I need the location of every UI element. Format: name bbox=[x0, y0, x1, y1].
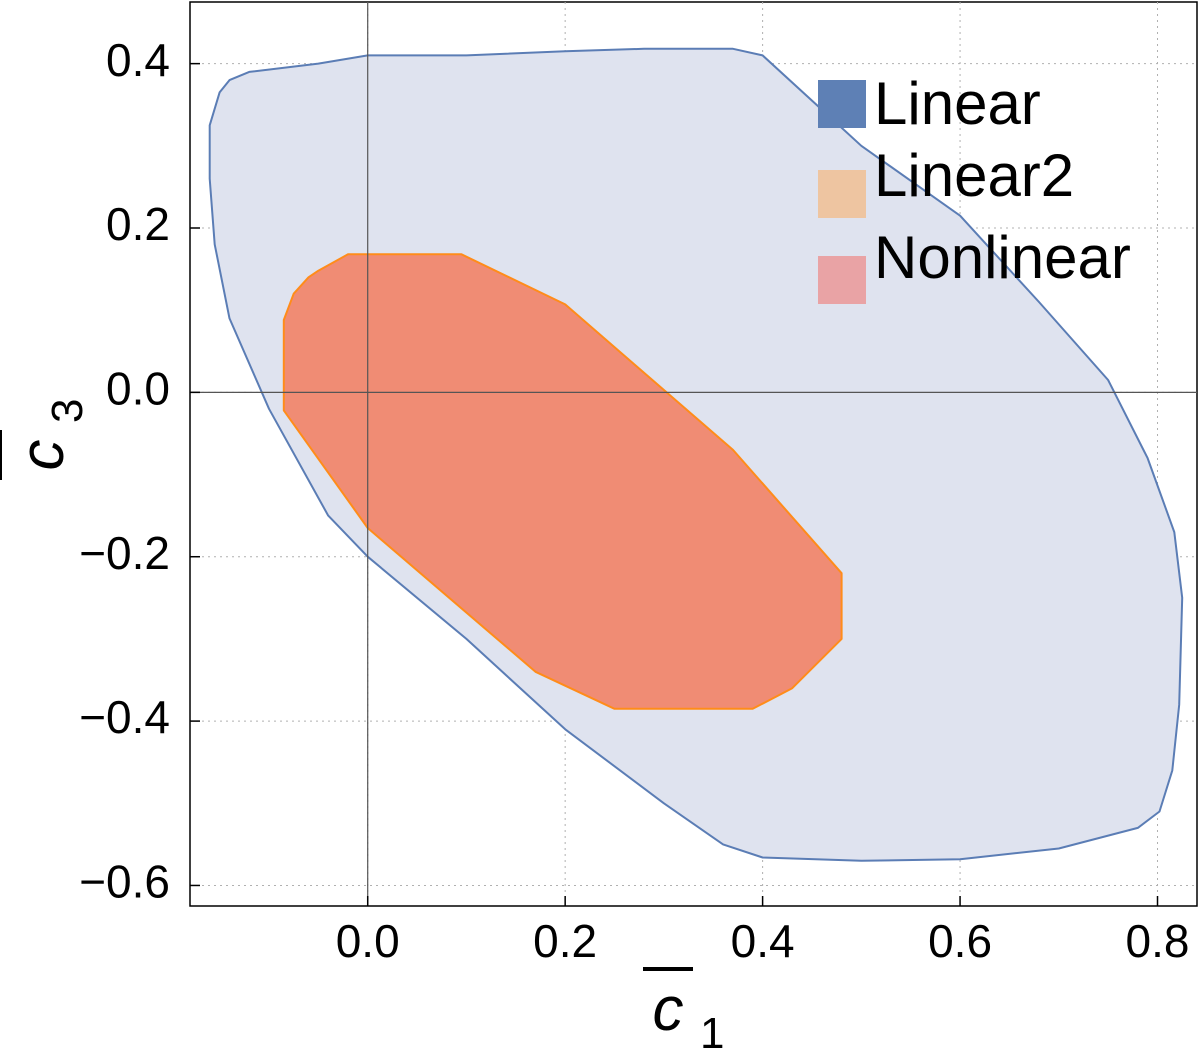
y-axis-title-subscript: 3 bbox=[43, 399, 92, 423]
x-tick-label-0: 0.0 bbox=[336, 915, 400, 967]
y-axis-title-letter: c bbox=[8, 440, 77, 471]
x-tick-label-3: 0.6 bbox=[928, 915, 992, 967]
x-axis-title: c 1 bbox=[643, 967, 724, 1055]
y-tick-label-5: 0.4 bbox=[106, 34, 170, 86]
x-tick-label-4: 0.8 bbox=[1126, 915, 1190, 967]
legend-label-nonlinear: Nonlinear bbox=[874, 224, 1131, 291]
axes bbox=[190, 2, 1197, 906]
tick-labels: 0.0 0.2 0.4 0.6 0.8 −0.6 −0.4 −0.2 0.0 0.2 0.4 bbox=[79, 34, 1189, 967]
x-tick-label-2: 0.4 bbox=[731, 915, 795, 967]
x-axis-title-letter: c bbox=[653, 975, 684, 1044]
legend-swatch-nonlinear bbox=[818, 256, 866, 304]
y-tick-label-1: −0.4 bbox=[79, 691, 170, 743]
y-tick-label-3: 0.0 bbox=[106, 363, 170, 415]
legend-label-linear2: Linear2 bbox=[874, 142, 1074, 209]
legend-swatch-linear bbox=[818, 80, 866, 128]
x-axis-title-subscript: 1 bbox=[700, 1009, 724, 1055]
y-tick-label-0: −0.6 bbox=[79, 856, 170, 908]
legend-swatch-linear2 bbox=[818, 170, 866, 218]
y-tick-label-2: −0.2 bbox=[79, 527, 170, 579]
y-axis-title: c 3 bbox=[0, 399, 92, 480]
y-tick-label-4: 0.2 bbox=[106, 198, 170, 250]
legend: Linear Linear2 Nonlinear bbox=[818, 70, 1131, 304]
x-tick-label-1: 0.2 bbox=[533, 915, 597, 967]
legend-label-linear: Linear bbox=[874, 70, 1041, 137]
region-linear2 bbox=[282, 253, 843, 710]
